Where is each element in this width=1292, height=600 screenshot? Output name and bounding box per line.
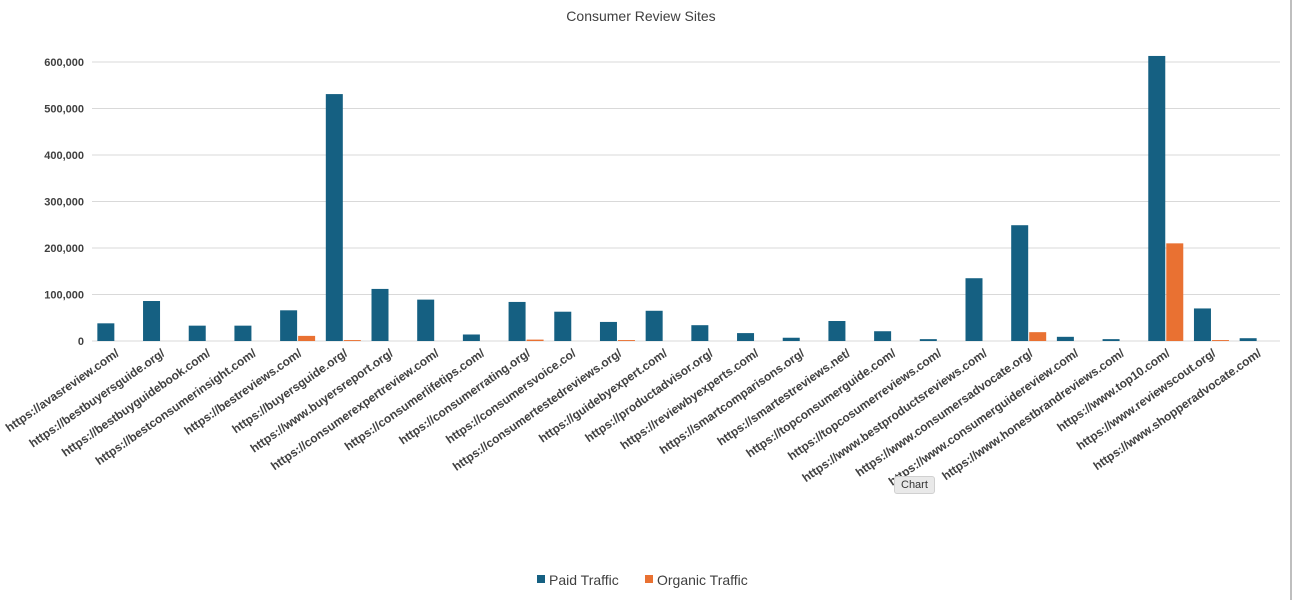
window-edge — [1290, 0, 1292, 600]
bar-paid-5[interactable] — [325, 94, 343, 342]
bar-paid-9[interactable] — [508, 301, 526, 341]
y-tick-label: 400,000 — [44, 150, 84, 162]
bar-paid-13[interactable] — [691, 325, 709, 341]
bar-paid-22[interactable] — [1102, 339, 1120, 341]
gridlines — [92, 61, 1280, 342]
bar-paid-3[interactable] — [234, 325, 252, 341]
bar-organic-24[interactable] — [1211, 340, 1229, 341]
bars[interactable] — [97, 55, 1257, 342]
bar-organic-5[interactable] — [343, 340, 361, 341]
legend[interactable]: Paid Traffic Organic Traffic — [537, 572, 748, 588]
bar-organic-23[interactable] — [1166, 243, 1184, 341]
x-tick-label: https://www.shopperadvocate.com/ — [1091, 346, 1265, 473]
bar-paid-4[interactable] — [280, 310, 298, 341]
bar-paid-12[interactable] — [645, 310, 663, 341]
chart-tooltip: Chart — [894, 476, 935, 494]
bar-paid-25[interactable] — [1239, 338, 1257, 341]
bar-paid-11[interactable] — [599, 321, 617, 341]
bar-organic-20[interactable] — [1029, 332, 1047, 341]
legend-label-paid-traffic[interactable]: Paid Traffic — [549, 572, 619, 588]
bar-paid-17[interactable] — [874, 331, 892, 341]
bar-paid-6[interactable] — [371, 288, 389, 341]
bar-paid-0[interactable] — [97, 323, 115, 341]
y-tick-label: 0 — [78, 336, 84, 348]
y-tick-label: 200,000 — [44, 243, 84, 255]
bar-paid-10[interactable] — [554, 311, 572, 341]
legend-swatch-organic-traffic — [645, 575, 653, 583]
bar-paid-20[interactable] — [1011, 225, 1029, 341]
bar-organic-4[interactable] — [298, 335, 316, 341]
bar-paid-23[interactable] — [1148, 55, 1166, 342]
y-tick-label: 500,000 — [44, 104, 84, 116]
bar-paid-7[interactable] — [417, 299, 435, 341]
bar-paid-16[interactable] — [828, 321, 846, 341]
bar-paid-2[interactable] — [188, 325, 206, 341]
chart-title: Consumer Review Sites — [566, 8, 715, 24]
legend-swatch-paid-traffic — [537, 575, 545, 583]
bar-paid-21[interactable] — [1056, 336, 1074, 341]
x-axis-tick-labels: https://avasreview.com/https://bestbuyer… — [3, 346, 1264, 489]
bar-paid-24[interactable] — [1193, 308, 1211, 341]
bar-paid-1[interactable] — [143, 301, 161, 341]
bar-paid-15[interactable] — [782, 337, 800, 341]
bar-organic-9[interactable] — [526, 339, 544, 341]
y-tick-label: 600,000 — [44, 57, 84, 69]
y-tick-label: 100,000 — [44, 290, 84, 302]
bar-organic-11[interactable] — [617, 340, 635, 341]
bar-paid-18[interactable] — [919, 339, 937, 341]
bar-paid-14[interactable] — [737, 333, 755, 341]
y-axis-tick-labels: 0 100,000 200,000 300,000 400,000 500,000 600,… — [44, 57, 84, 348]
bar-paid-8[interactable] — [462, 334, 480, 341]
y-tick-label: 300,000 — [44, 197, 84, 209]
bar-paid-19[interactable] — [965, 278, 983, 341]
x-tick-label: https://consumerexpertreview.com/ — [268, 346, 442, 473]
legend-label-organic-traffic[interactable]: Organic Traffic — [657, 572, 748, 588]
